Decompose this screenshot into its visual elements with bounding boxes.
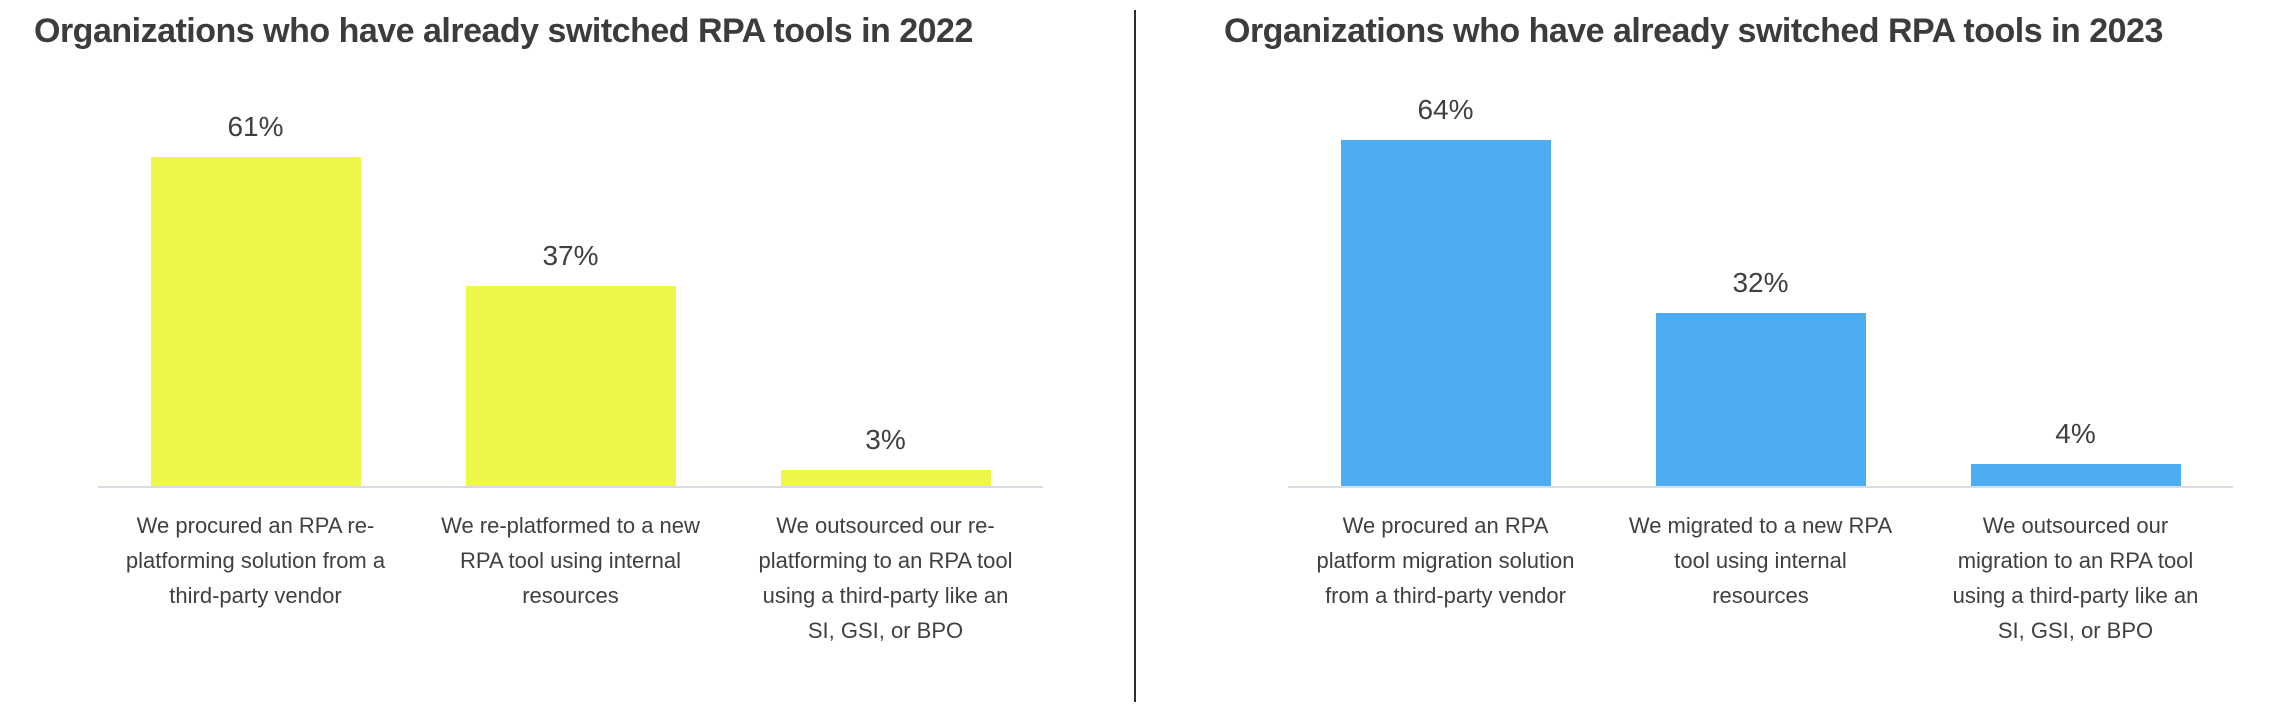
- category-label: We outsourced our migration to an RPA to…: [1952, 513, 2199, 643]
- category-axis-2023: We procured an RPA platform migration so…: [1288, 508, 2233, 648]
- category-label-cell: We migrated to a new RPA tool using inte…: [1603, 508, 1918, 648]
- bar: 32%: [1655, 267, 1866, 486]
- bar: 61%: [150, 111, 361, 486]
- category-label: We re-platformed to a new RPA tool using…: [441, 513, 700, 608]
- bar-value-label: 64%: [1417, 94, 1474, 126]
- bar: 4%: [1970, 418, 2181, 486]
- chart-title-2022: Organizations who have already switched …: [34, 12, 973, 50]
- bar-column: 4%: [1918, 0, 2233, 486]
- category-axis-2022: We procured an RPA re-platforming soluti…: [98, 508, 1043, 648]
- bar-value-label: 3%: [865, 423, 906, 455]
- category-label-cell: We procured an RPA re-platforming soluti…: [98, 508, 413, 648]
- bar: 3%: [780, 424, 991, 486]
- bar-value-label: 61%: [227, 110, 284, 142]
- bar-column: 3%: [728, 0, 1043, 486]
- bar-value-label: 37%: [542, 240, 599, 272]
- category-label: We migrated to a new RPA tool using inte…: [1628, 513, 1893, 608]
- bar-value-label: 4%: [2055, 418, 2096, 450]
- bar: 64%: [1340, 94, 1551, 486]
- category-label-cell: We outsourced our migration to an RPA to…: [1918, 508, 2233, 648]
- bar: 37%: [465, 240, 676, 486]
- bar-column: 61%: [98, 0, 413, 486]
- bar-value-label: 32%: [1732, 267, 1789, 299]
- category-label: We procured an RPA re-platforming soluti…: [125, 513, 386, 608]
- category-label-cell: We outsourced our re-platforming to an R…: [728, 508, 1043, 648]
- category-label-cell: We re-platformed to a new RPA tool using…: [413, 508, 728, 648]
- bar-column: 64%: [1288, 0, 1603, 486]
- category-label: We outsourced our re-platforming to an R…: [758, 513, 1013, 643]
- plot-area-2022: 61% 37% 3%: [98, 0, 1043, 488]
- plot-area-2023: 64% 32% 4%: [1288, 0, 2233, 488]
- category-label: We procured an RPA platform migration so…: [1316, 513, 1575, 608]
- chart-title-2023: Organizations who have already switched …: [1224, 12, 2163, 50]
- bar-column: 32%: [1603, 0, 1918, 486]
- chart-panel-2023: Organizations who have already switched …: [1136, 0, 2294, 704]
- bar-column: 37%: [413, 0, 728, 486]
- panel-divider-line: [1134, 10, 1136, 702]
- chart-panel-2022: Organizations who have already switched …: [0, 0, 1133, 704]
- category-label-cell: We procured an RPA platform migration so…: [1288, 508, 1603, 648]
